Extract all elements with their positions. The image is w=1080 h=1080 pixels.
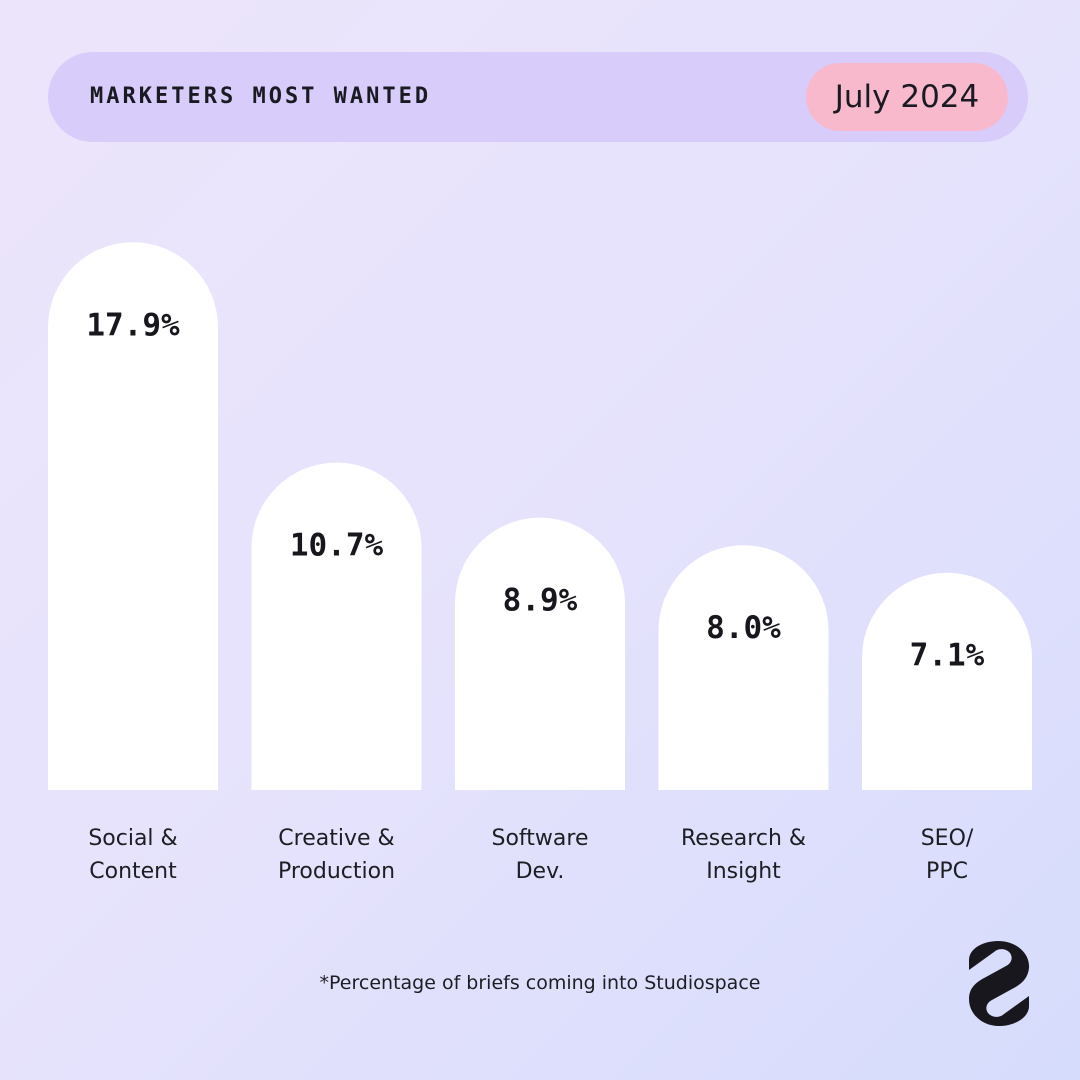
footnote: *Percentage of briefs coming into Studio…	[319, 972, 761, 994]
category-label: Dev.	[516, 859, 565, 884]
category-label: Social &	[88, 826, 177, 851]
category-label: PPC	[926, 859, 968, 884]
bar-0	[48, 242, 218, 791]
value-label: 10.7%	[290, 528, 384, 564]
bar-4	[862, 572, 1032, 790]
studiospace-logo-icon	[969, 941, 1030, 1026]
bar-chart: 17.9% Social & Content 10.7% Creative & Produ…	[48, 242, 1032, 884]
header-bar: MARKETERS MOST WANTED July 2024	[48, 52, 1028, 142]
category-label: Creative &	[278, 826, 394, 851]
value-label: 17.9%	[86, 307, 180, 343]
value-label: 8.0%	[706, 610, 781, 646]
chart-title: MARKETERS MOST WANTED	[90, 84, 432, 109]
category-label: Content	[89, 859, 177, 884]
category-label: Production	[278, 859, 395, 884]
bar-3	[658, 545, 829, 790]
value-label: 7.1%	[910, 638, 985, 674]
bar-2	[455, 517, 625, 790]
date-badge: July 2024	[806, 63, 1008, 131]
category-label: SEO/	[921, 826, 974, 851]
value-label: 8.9%	[503, 583, 578, 619]
category-label: Software	[492, 826, 589, 851]
category-label: Insight	[706, 859, 781, 884]
bar-1	[251, 462, 422, 790]
category-label: Research &	[681, 826, 806, 851]
